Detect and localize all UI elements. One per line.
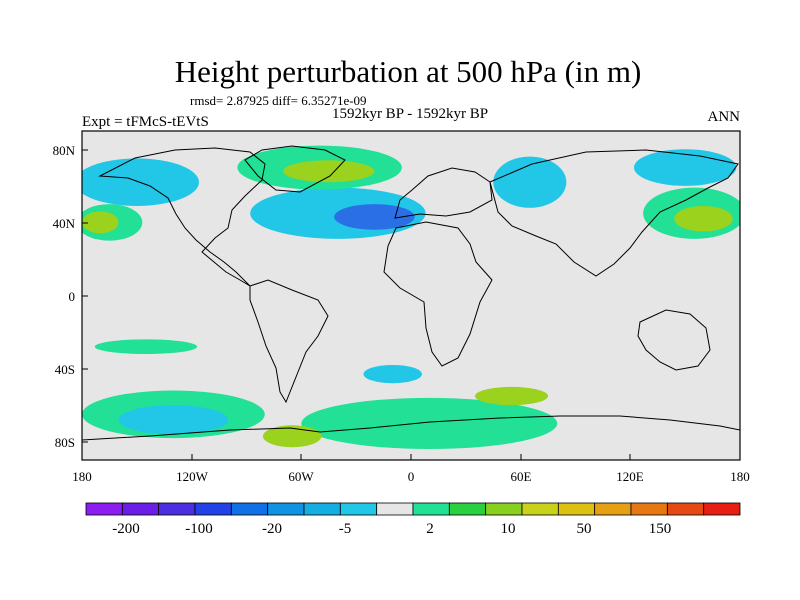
europe-coast xyxy=(394,167,493,219)
experiment-label: Expt = tFMcS-tEVtS xyxy=(82,114,209,130)
australia-coast xyxy=(637,309,711,371)
contour-region xyxy=(82,211,119,234)
y-tick-label: 40N xyxy=(53,216,76,231)
x-tick-label: 60E xyxy=(511,469,532,484)
colorbar-label: 150 xyxy=(649,521,672,537)
colorbar-swatch xyxy=(194,502,232,516)
antarctica-coast xyxy=(82,415,740,441)
coastlines xyxy=(82,145,740,441)
contour-region xyxy=(118,405,229,435)
colorbar-swatch xyxy=(594,502,632,516)
colorbar-swatch xyxy=(703,502,741,516)
colorbar-swatch xyxy=(267,502,305,516)
colorbar-swatch xyxy=(412,502,450,516)
contour-region xyxy=(363,364,422,384)
colorbar-swatch xyxy=(121,502,160,516)
x-tick-label: 180 xyxy=(730,469,750,484)
colorbar-swatch xyxy=(85,502,123,516)
colorbar-swatch xyxy=(557,502,596,516)
contour-region xyxy=(94,339,198,354)
colorbar-label: -20 xyxy=(262,521,282,537)
colorbar-label: -5 xyxy=(339,521,352,537)
season-label: ANN xyxy=(708,109,741,125)
colorbar-swatch xyxy=(376,502,414,516)
period-label: 1592kyr BP - 1592kyr BP xyxy=(332,106,488,122)
colorbar-swatch xyxy=(230,502,269,516)
contour-region xyxy=(334,204,415,230)
x-tick-label: 60W xyxy=(288,469,314,484)
colorbar-swatch xyxy=(666,502,705,516)
x-tick-label: 180 xyxy=(72,469,92,484)
asia-coast xyxy=(489,149,739,277)
colorbar-label: 10 xyxy=(501,521,516,537)
y-tick-label: 40S xyxy=(55,362,75,377)
colorbar-label: 50 xyxy=(577,521,592,537)
colorbar-swatch xyxy=(448,502,487,516)
colorbar-label: 2 xyxy=(426,521,434,537)
y-tick-label: 80N xyxy=(53,143,76,158)
x-tick-label: 120W xyxy=(176,469,209,484)
x-axis xyxy=(81,454,741,460)
colorbar-swatch xyxy=(630,502,668,516)
x-tick-label: 0 xyxy=(408,469,415,484)
north-america-coast xyxy=(98,147,266,287)
contour-region xyxy=(674,205,733,232)
greenland-coast xyxy=(244,145,346,193)
colorbar-swatch xyxy=(339,502,378,516)
africa-coast xyxy=(383,221,493,367)
colorbar xyxy=(85,502,741,516)
y-tick-label: 0 xyxy=(69,289,76,304)
colorbar-swatch xyxy=(303,502,341,516)
colorbar-label: -100 xyxy=(185,521,213,537)
contour-region xyxy=(301,397,558,450)
y-axis xyxy=(82,149,88,443)
stats-label: rmsd= 2.87925 diff= 6.35271e-09 xyxy=(190,93,367,108)
colorbar-swatch xyxy=(485,502,523,516)
y-tick-label: 80S xyxy=(55,435,75,450)
contour-region xyxy=(493,156,567,208)
colorbar-swatch xyxy=(158,502,196,516)
chart-title: Height perturbation at 500 hPa (in m) xyxy=(175,54,642,89)
south-america-coast xyxy=(249,279,329,404)
colorbar-swatch xyxy=(521,502,559,516)
contour-region xyxy=(262,425,322,448)
contour-region xyxy=(82,158,199,206)
contour-region xyxy=(474,386,549,406)
colorbar-label: -200 xyxy=(112,521,140,537)
contour-region xyxy=(283,160,375,183)
x-tick-label: 120E xyxy=(616,469,644,484)
